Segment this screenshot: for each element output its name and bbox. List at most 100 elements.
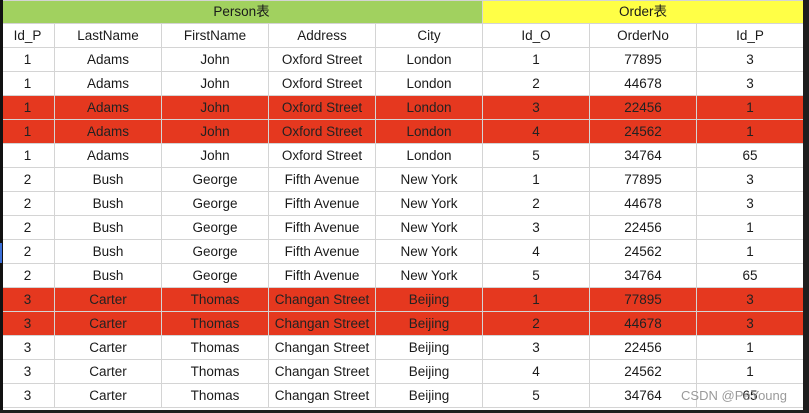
table-cell[interactable]: Adams <box>54 71 162 96</box>
table-cell[interactable]: Carter <box>54 359 162 384</box>
table-cell[interactable]: 1 <box>0 47 55 72</box>
table-cell[interactable]: George <box>161 239 269 264</box>
table-cell[interactable]: New York <box>374 167 484 192</box>
table-cell[interactable]: Oxford Street <box>268 119 376 144</box>
table-cell[interactable]: Beijing <box>374 287 484 312</box>
table-cell[interactable]: Carter <box>54 311 162 336</box>
table-cell[interactable]: Carter <box>54 335 162 360</box>
table-cell[interactable]: Oxford Street <box>268 47 376 72</box>
table-cell[interactable]: Thomas <box>161 335 269 360</box>
column-header[interactable]: OrderNo <box>589 23 698 48</box>
table-cell[interactable]: Bush <box>54 167 162 192</box>
table-cell[interactable]: 44678 <box>589 71 698 96</box>
table-cell[interactable]: 22456 <box>589 335 698 360</box>
table-cell[interactable]: Fifth Avenue <box>268 263 376 288</box>
table-cell[interactable]: 3 <box>696 191 805 216</box>
table-cell[interactable]: 3 <box>0 359 55 384</box>
table-cell[interactable]: 34764 <box>589 263 698 288</box>
table-cell[interactable]: 4 <box>482 119 591 144</box>
table-cell[interactable]: London <box>374 119 484 144</box>
table-cell[interactable]: 3 <box>696 167 805 192</box>
table-cell[interactable]: 3 <box>0 383 55 408</box>
table-cell[interactable]: 5 <box>482 263 591 288</box>
table-cell[interactable]: London <box>374 71 484 96</box>
table-cell[interactable]: Bush <box>54 263 162 288</box>
table-cell[interactable]: 3 <box>0 311 55 336</box>
table-cell[interactable]: George <box>161 167 269 192</box>
table-cell[interactable]: 24562 <box>589 359 698 384</box>
table-cell[interactable]: New York <box>374 191 484 216</box>
column-header[interactable]: Address <box>268 23 376 48</box>
table-cell[interactable]: Adams <box>54 47 162 72</box>
table-cell[interactable]: 4 <box>482 359 591 384</box>
table-cell[interactable]: Carter <box>54 383 162 408</box>
table-cell[interactable]: 44678 <box>589 191 698 216</box>
table-cell[interactable]: Changan Street <box>268 311 376 336</box>
table-cell[interactable]: Fifth Avenue <box>268 239 376 264</box>
table-cell[interactable]: 2 <box>0 167 55 192</box>
table-cell[interactable]: 1 <box>0 119 55 144</box>
table-cell[interactable]: George <box>161 191 269 216</box>
table-cell[interactable]: 3 <box>696 71 805 96</box>
table-cell[interactable]: George <box>161 263 269 288</box>
table-cell[interactable]: Adams <box>54 143 162 168</box>
table-cell[interactable]: Thomas <box>161 383 269 408</box>
table-cell[interactable]: 3 <box>482 215 591 240</box>
table-cell[interactable]: 3 <box>482 95 591 120</box>
table-cell[interactable]: 2 <box>482 311 591 336</box>
table-cell[interactable]: 77895 <box>589 287 698 312</box>
table-cell[interactable]: 1 <box>482 47 591 72</box>
table-cell[interactable]: London <box>374 143 484 168</box>
table-cell[interactable]: Changan Street <box>268 335 376 360</box>
table-cell[interactable]: 2 <box>0 263 55 288</box>
table-cell[interactable]: 65 <box>696 143 805 168</box>
table-cell[interactable]: 65 <box>696 383 805 408</box>
table-cell[interactable]: 2 <box>482 71 591 96</box>
table-cell[interactable]: 24562 <box>589 239 698 264</box>
table-cell[interactable]: Beijing <box>374 335 484 360</box>
table-cell[interactable]: New York <box>374 239 484 264</box>
table-cell[interactable]: 3 <box>696 287 805 312</box>
table-cell[interactable]: 5 <box>482 143 591 168</box>
table-cell[interactable]: 3 <box>696 47 805 72</box>
table-cell[interactable]: 1 <box>696 119 805 144</box>
table-cell[interactable]: New York <box>374 215 484 240</box>
column-header[interactable]: City <box>374 23 484 48</box>
table-cell[interactable]: 1 <box>696 359 805 384</box>
table-cell[interactable]: Bush <box>54 191 162 216</box>
table-cell[interactable]: 34764 <box>589 383 698 408</box>
table-cell[interactable]: Changan Street <box>268 359 376 384</box>
table-cell[interactable]: 1 <box>482 167 591 192</box>
table-cell[interactable]: Bush <box>54 215 162 240</box>
table-cell[interactable]: 3 <box>0 335 55 360</box>
table-cell[interactable]: Adams <box>54 95 162 120</box>
table-cell[interactable]: 5 <box>482 383 591 408</box>
table-cell[interactable]: 3 <box>696 311 805 336</box>
table-cell[interactable]: Changan Street <box>268 287 376 312</box>
table-cell[interactable]: Carter <box>54 287 162 312</box>
table-cell[interactable]: 2 <box>0 191 55 216</box>
table-cell[interactable]: London <box>374 47 484 72</box>
table-cell[interactable]: 3 <box>0 287 55 312</box>
table-cell[interactable]: 3 <box>482 335 591 360</box>
table-cell[interactable]: 1 <box>696 335 805 360</box>
table-cell[interactable]: New York <box>374 263 484 288</box>
table-cell[interactable]: Beijing <box>374 359 484 384</box>
table-cell[interactable]: John <box>161 119 269 144</box>
table-cell[interactable]: 2 <box>0 215 55 240</box>
column-header[interactable]: FirstName <box>161 23 269 48</box>
table-cell[interactable]: Fifth Avenue <box>268 167 376 192</box>
table-cell[interactable]: John <box>161 71 269 96</box>
table-cell[interactable]: 1 <box>482 287 591 312</box>
table-cell[interactable]: 1 <box>696 215 805 240</box>
table-cell[interactable]: 44678 <box>589 311 698 336</box>
table-cell[interactable]: 2 <box>482 191 591 216</box>
table-cell[interactable]: 1 <box>696 239 805 264</box>
table-cell[interactable]: 77895 <box>589 47 698 72</box>
table-cell[interactable]: Oxford Street <box>268 143 376 168</box>
table-cell[interactable]: Fifth Avenue <box>268 215 376 240</box>
column-header[interactable]: LastName <box>54 23 162 48</box>
table-cell[interactable]: Thomas <box>161 311 269 336</box>
table-cell[interactable]: Beijing <box>374 311 484 336</box>
column-header[interactable]: Id_O <box>482 23 591 48</box>
